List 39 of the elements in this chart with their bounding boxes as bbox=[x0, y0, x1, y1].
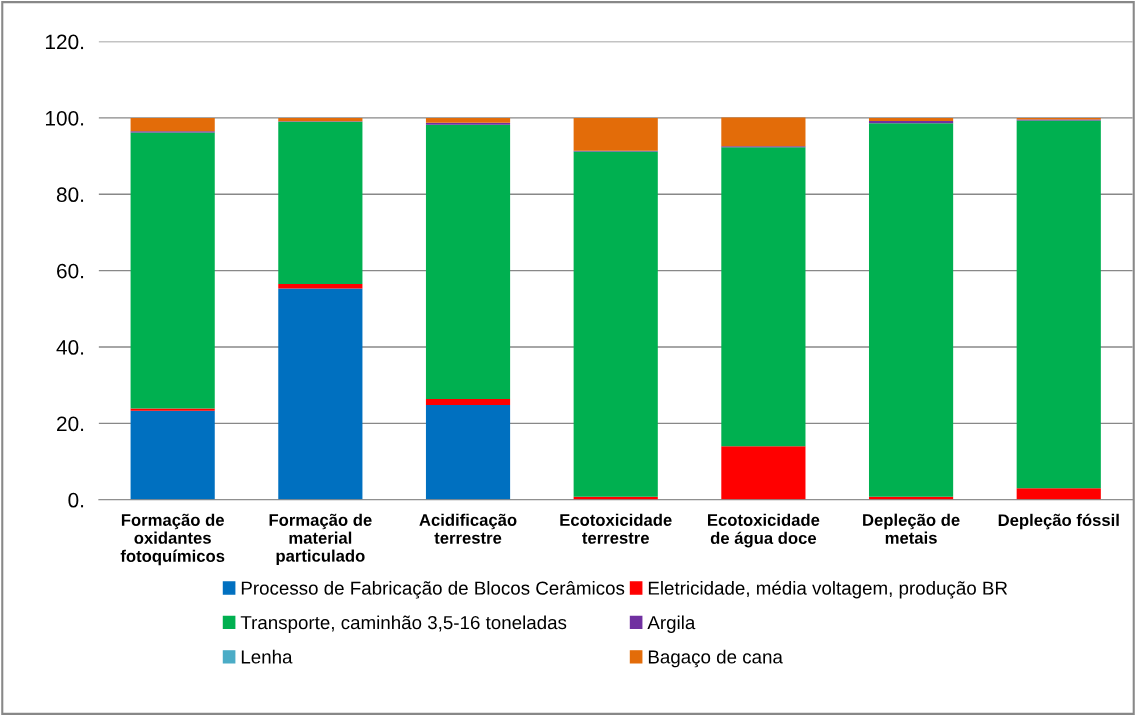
bar bbox=[425, 398, 511, 406]
bar bbox=[278, 121, 363, 285]
bar bbox=[868, 123, 954, 497]
y-tick-label: 100. bbox=[45, 110, 84, 126]
x-tick-label: Acidificação terrestre bbox=[419, 513, 517, 544]
y-tick-label: 0. bbox=[68, 492, 84, 508]
y-tick-label: 120. bbox=[45, 34, 84, 50]
y-tick-label: 40. bbox=[56, 340, 84, 355]
bar bbox=[1016, 488, 1101, 500]
x-tick-label: Formação de oxidantes fotoquímicos bbox=[120, 513, 225, 566]
legend-label: Lenha bbox=[241, 649, 293, 664]
bar bbox=[278, 288, 363, 500]
x-tick-label: Depleção fóssil bbox=[998, 513, 1119, 530]
bar bbox=[278, 284, 363, 289]
bar bbox=[425, 117, 511, 123]
x-tick-label: Formação de material particulado bbox=[269, 513, 372, 566]
y-tick-label: 80. bbox=[56, 187, 84, 203]
bar bbox=[721, 446, 806, 500]
bar bbox=[721, 147, 806, 447]
bar bbox=[721, 117, 806, 147]
legend-label: Argila bbox=[647, 615, 696, 633]
bar bbox=[1016, 120, 1101, 489]
bar bbox=[573, 117, 658, 151]
bar bbox=[425, 405, 511, 500]
legend-label: Bagaço de cana bbox=[648, 649, 783, 668]
x-tick-label: Depleção de metais bbox=[863, 513, 960, 544]
bar bbox=[425, 124, 511, 399]
legend-label: Eletricidade, média voltagem, produção BR bbox=[648, 580, 1008, 599]
legend-label: Processo de Fabricação de Blocos Cerâmicos bbox=[241, 580, 625, 599]
bar bbox=[130, 410, 215, 500]
legend-label: Transporte, caminhão 3,5-16 toneladas bbox=[240, 615, 567, 633]
x-tick-label: Ecotoxicidade de água doce bbox=[708, 513, 820, 548]
x-tick-label: Ecotoxicidade terrestre bbox=[560, 513, 672, 544]
bar bbox=[573, 151, 658, 497]
y-tick-label: 20. bbox=[57, 416, 84, 432]
bar bbox=[130, 117, 215, 132]
bar bbox=[130, 132, 215, 409]
y-tick-label: 60. bbox=[57, 263, 84, 279]
bar bbox=[278, 117, 363, 122]
